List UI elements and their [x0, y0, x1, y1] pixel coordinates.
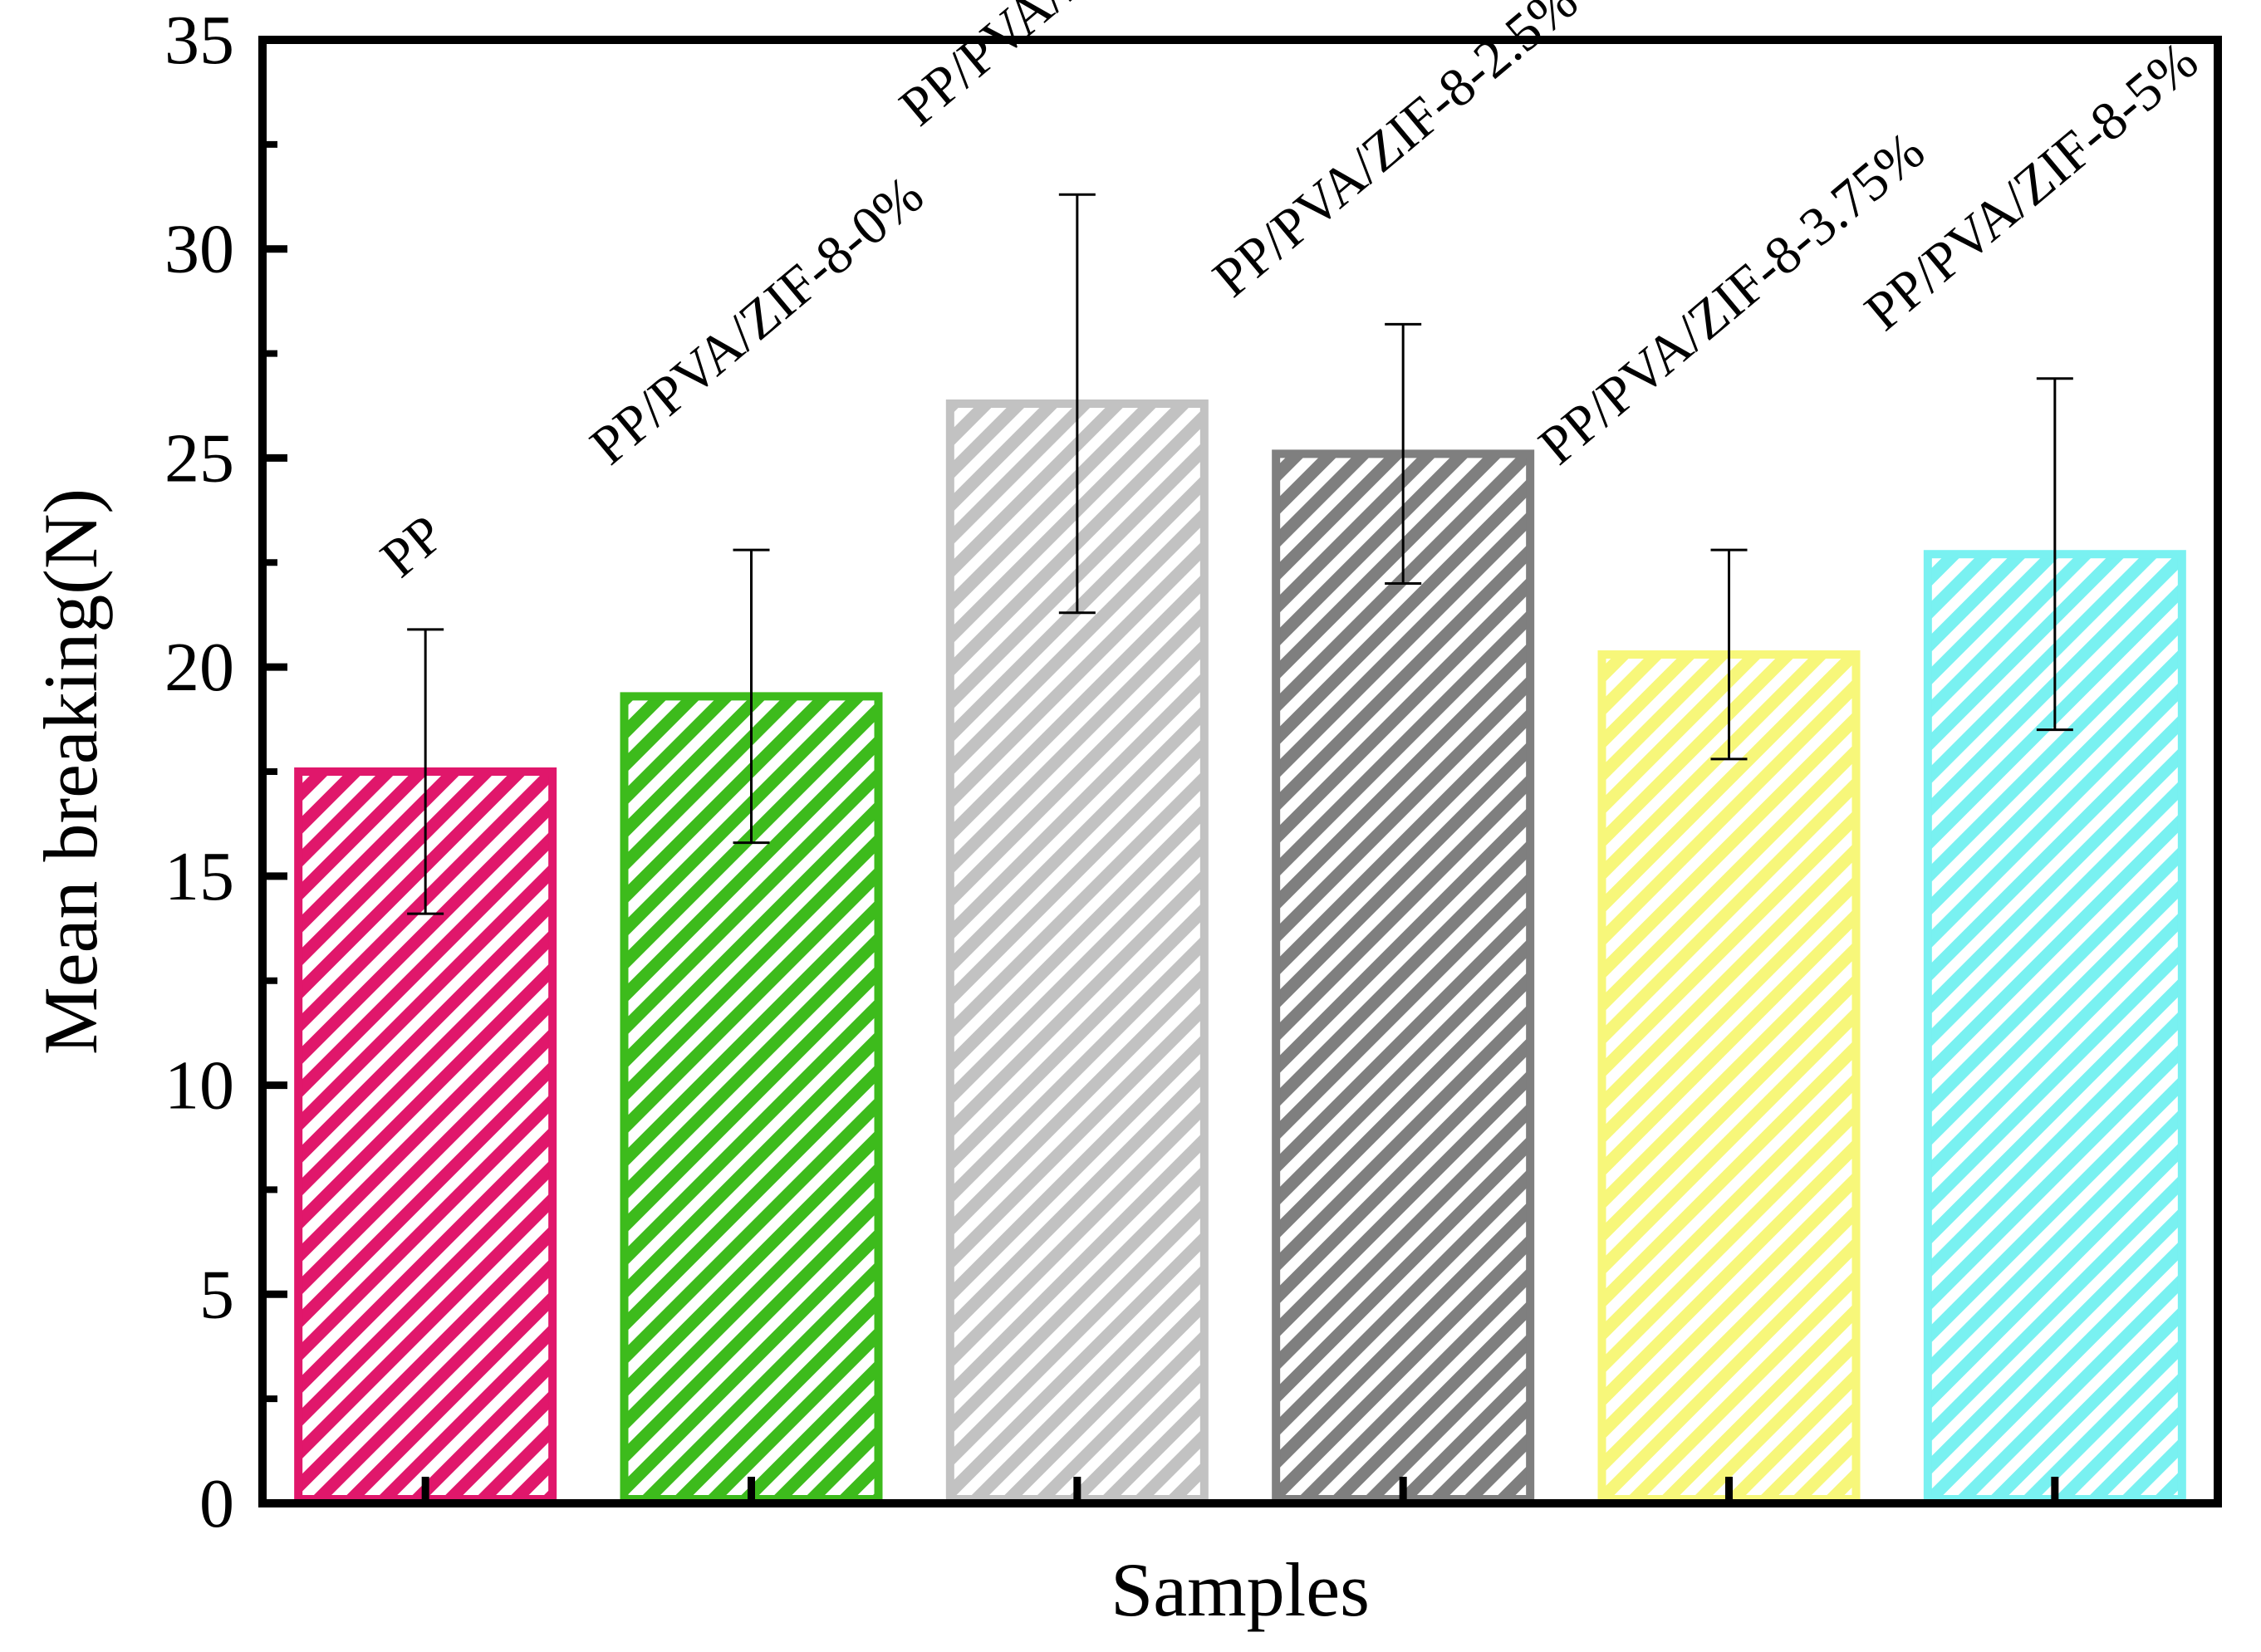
bar: [1272, 449, 1535, 1503]
y-tick-label: 0: [199, 1465, 234, 1542]
y-tick-label: 15: [164, 838, 234, 915]
y-tick-label: 20: [164, 629, 234, 706]
bar-label: PP/PVA/ZIF-8-2.5%: [1202, 0, 1589, 309]
error-bar: [1385, 322, 1422, 585]
error-bar: [407, 628, 444, 915]
bar-label: PP/PVA/ZIF-8-1.25%: [889, 0, 1297, 138]
error-bar: [1710, 548, 1748, 761]
y-axis-title: Mean breaking(N): [28, 488, 113, 1055]
bar: [1597, 650, 1861, 1503]
y-tick-label: 30: [164, 211, 234, 288]
error-bar: [1058, 193, 1096, 615]
y-tick-label: 5: [199, 1256, 234, 1333]
y-tick-label: 35: [164, 2, 234, 79]
bar: [1923, 550, 2186, 1503]
bars-layer: [294, 399, 2186, 1503]
bar-label: PP/PVA/ZIF-8-0%: [579, 164, 934, 477]
x-axis-title: Samples: [1111, 1547, 1370, 1632]
error-bar: [733, 548, 770, 845]
y-tick-label: 25: [164, 419, 234, 497]
y-tick-label: 10: [164, 1047, 234, 1125]
error-bar: [2036, 377, 2073, 732]
x-axis-ticks: [421, 1477, 2059, 1503]
error-bars-layer: [407, 193, 2073, 915]
bar-label: PP: [370, 503, 455, 589]
y-axis: 0 5 10 15 20 25 30 35: [164, 2, 287, 1542]
